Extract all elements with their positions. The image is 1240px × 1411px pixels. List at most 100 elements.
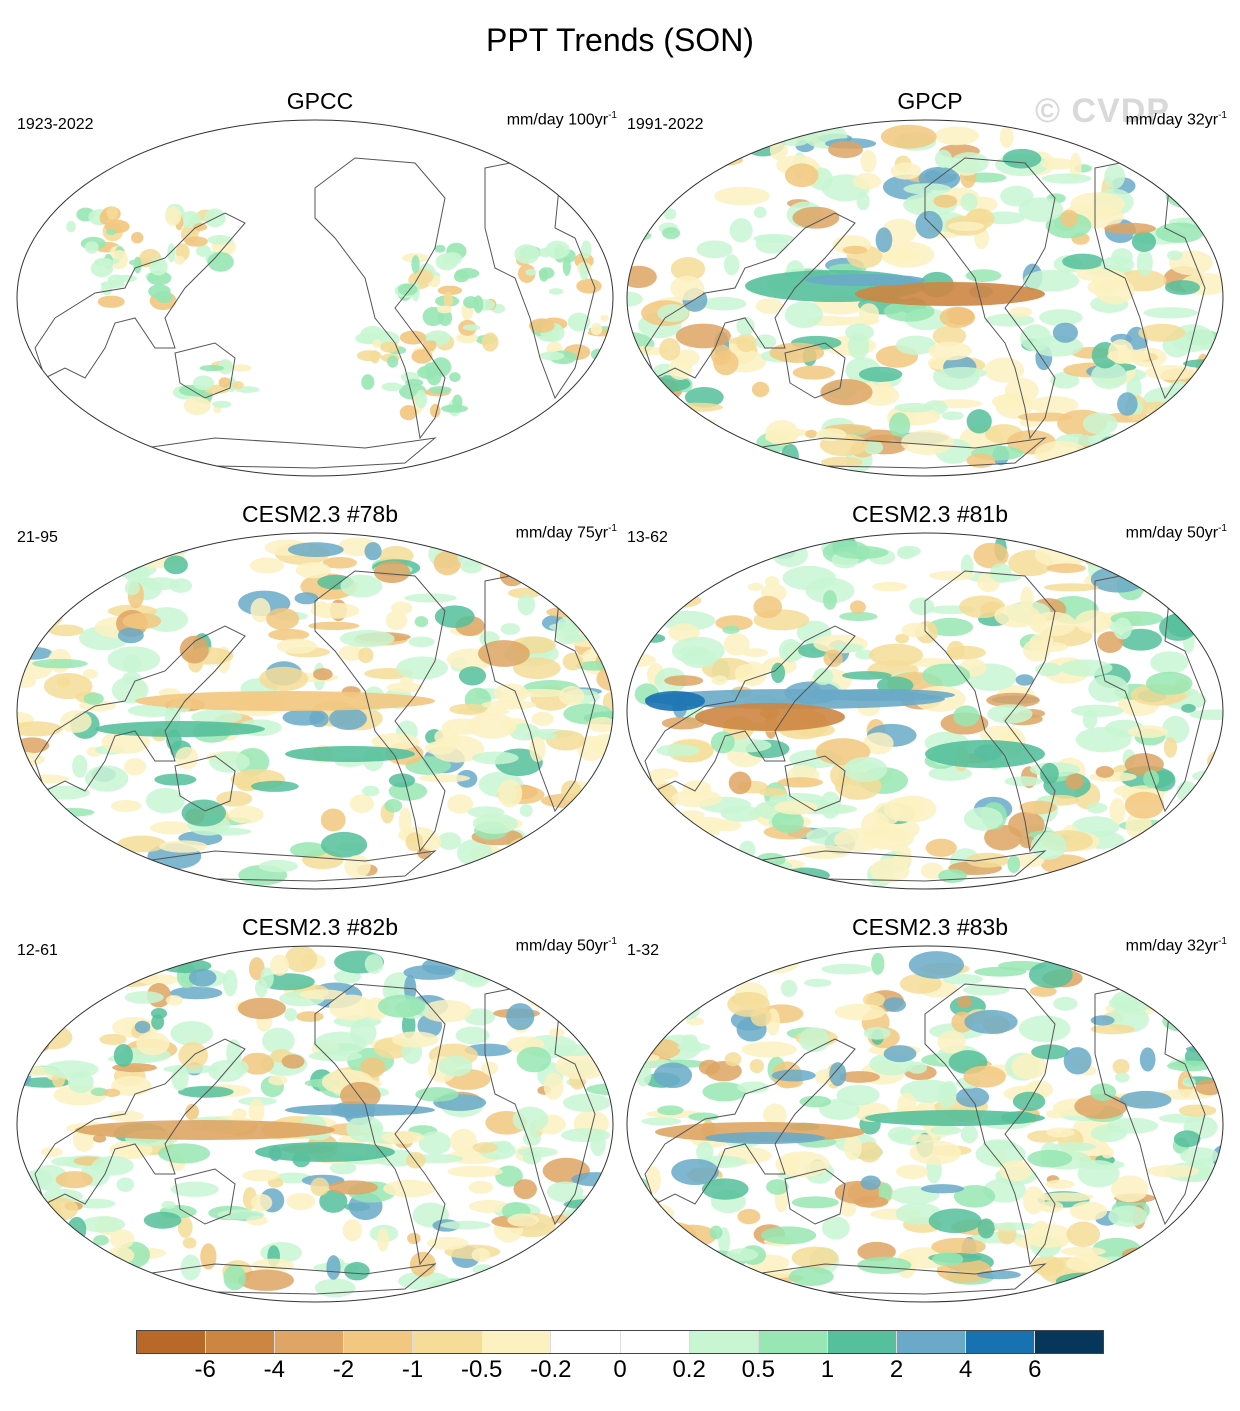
trend-blob: [1090, 1015, 1115, 1026]
trend-blob: [372, 339, 382, 348]
trend-blob: [602, 692, 613, 711]
trend-blob: [766, 1179, 789, 1195]
trend-blob: [456, 332, 478, 344]
trend-blob: [720, 805, 762, 822]
trend-blob: [72, 754, 88, 778]
trend-blob: [515, 850, 543, 869]
trend-blob: [1207, 193, 1223, 220]
trend-blob: [472, 1264, 495, 1275]
trend-blob: [255, 978, 268, 998]
coastline: [754, 1263, 1047, 1295]
trend-blob: [687, 560, 725, 582]
trend-blob: [177, 1086, 234, 1098]
trend-blob: [149, 821, 192, 835]
colorbar-tick-label: 0: [613, 1356, 627, 1383]
trend-blob: [745, 450, 773, 462]
trend-blob: [627, 859, 647, 882]
trend-blob: [299, 989, 347, 1000]
trend-blob: [741, 648, 769, 658]
trend-blob: [691, 860, 707, 883]
trend-blob: [1178, 1104, 1217, 1117]
trend-blob: [83, 692, 104, 705]
trend-blob: [1181, 703, 1196, 713]
trend-blob: [23, 824, 63, 844]
trend-blob: [20, 825, 60, 845]
trend-blob: [453, 270, 469, 283]
trend-blob: [437, 832, 462, 850]
trend-blob: [443, 291, 453, 309]
trend-blob: [1155, 831, 1194, 847]
trend-blob: [862, 732, 894, 755]
trend-blob: [791, 1246, 839, 1269]
trend-blob: [660, 823, 679, 834]
trend-blob: [901, 429, 954, 455]
trend-blob: [447, 1165, 503, 1178]
trend-blob: [340, 1081, 381, 1110]
trend-blob: [1198, 211, 1223, 224]
trend-blob: [889, 412, 911, 439]
trend-blob: [468, 1180, 494, 1194]
trend-blob: [1065, 773, 1084, 790]
trend-blob: [31, 991, 45, 1004]
trend-blob: [449, 372, 461, 382]
trend-blob: [437, 285, 463, 296]
trend-blob: [1138, 323, 1186, 342]
trend-blob: [391, 1031, 439, 1048]
colorbar-swatch: [689, 1331, 759, 1353]
trend-blob: [94, 959, 125, 971]
trend-blob: [22, 824, 41, 853]
panel-cesm-78b: CESM2.3 #78b 21-95 mm/day 75yr-1: [15, 501, 625, 901]
colorbar-swatch: [1035, 1331, 1104, 1353]
trend-blob: [857, 1141, 882, 1163]
trend-blob: [123, 654, 142, 673]
trend-blob: [641, 1117, 682, 1126]
trend-blob: [843, 756, 888, 783]
trend-blob: [662, 227, 681, 240]
trend-blob: [594, 357, 613, 366]
trend-blob: [138, 974, 180, 986]
trend-blob: [218, 377, 231, 388]
trend-blob: [163, 555, 188, 575]
trend-blob: [682, 961, 724, 984]
trend-blob: [627, 852, 674, 870]
trend-blob: [339, 630, 395, 648]
trend-field: [627, 123, 1223, 473]
map-border: [626, 119, 1224, 477]
trend-blob: [1173, 1130, 1201, 1148]
trend-blob: [722, 625, 740, 634]
trend-blob: [639, 1268, 684, 1287]
coastline: [784, 1168, 846, 1225]
colorbar-swatch: [413, 1331, 483, 1353]
trend-blob: [834, 545, 889, 559]
trend-blob: [381, 1130, 425, 1144]
trend-blob: [649, 431, 695, 455]
trend-blob: [883, 797, 925, 822]
trend-blob: [1019, 800, 1057, 815]
trend-blob: [385, 610, 408, 631]
panel-title: GPCC: [286, 88, 354, 114]
trend-blob: [713, 350, 739, 376]
trend-blob: [91, 1156, 134, 1176]
trend-blob: [784, 163, 819, 188]
trend-blob: [159, 840, 208, 853]
trend-blob: [823, 649, 843, 668]
trend-blob: [115, 274, 137, 283]
trend-blob: [32, 977, 58, 987]
trend-blob: [545, 547, 597, 575]
trend-blob: [1077, 1160, 1120, 1188]
trend-blob: [1087, 1272, 1131, 1289]
trend-blob: [847, 332, 870, 360]
trend-blob: [427, 1236, 469, 1250]
trend-blob: [442, 252, 463, 266]
trend-blob: [869, 643, 924, 667]
trend-blob: [565, 633, 587, 643]
panel-cesm-82b: CESM2.3 #82b 12-61 mm/day 50yr-1: [15, 914, 625, 1314]
trend-blob: [124, 991, 164, 1004]
panel-units: mm/day 75yr-1: [515, 523, 617, 542]
trend-blob: [667, 825, 720, 839]
trend-blob: [188, 968, 217, 987]
trend-blob: [207, 235, 233, 245]
trend-blob: [338, 645, 365, 661]
trend-blob: [1113, 617, 1132, 640]
trend-blob: [1034, 440, 1088, 468]
